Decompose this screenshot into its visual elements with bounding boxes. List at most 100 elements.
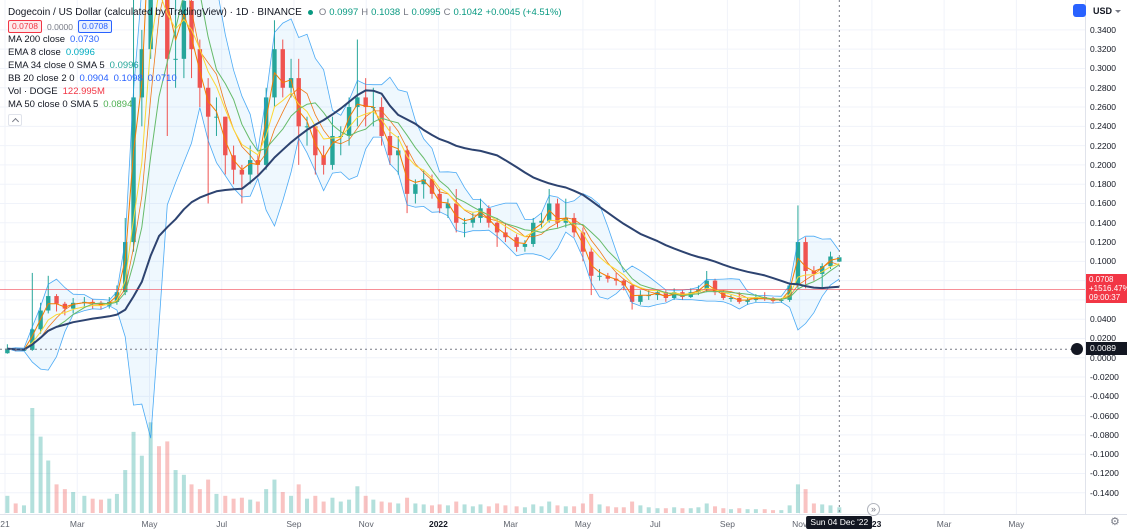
topbar-right: USD	[1072, 4, 1121, 17]
indicator-value: 0.0904	[79, 73, 109, 84]
time-axis-gear-icon[interactable]: ⚙	[1110, 516, 1120, 528]
indicator-row-ema8[interactable]: EMA 8 close 0.0996	[8, 46, 562, 59]
time-axis-label: Nov	[358, 519, 374, 529]
currency-label: USD	[1092, 5, 1112, 16]
indicator-value: 0.0996	[109, 60, 139, 71]
price-axis-label: -0.1000	[1090, 449, 1119, 460]
ohlc-close-label: C	[443, 6, 451, 18]
time-axis-label: May	[574, 519, 591, 529]
time-axis-label: Mar	[503, 519, 518, 529]
ma200-line	[7, 89, 840, 351]
time-axis-label: Sep	[286, 519, 302, 529]
ohlc-values: O 0.0997 H 0.1038 L 0.0995 C 0.1042 +0.0045 …	[319, 7, 562, 18]
indicator-value: 0.1098	[113, 73, 143, 84]
indicator-row-ma200[interactable]: MA 200 close 0.0730	[8, 33, 562, 46]
time-axis-label: Mar	[936, 519, 952, 529]
indicator-name: EMA 8 close	[8, 47, 61, 58]
chevron-up-icon	[11, 117, 19, 126]
indicator-row-volume[interactable]: Vol · DOGE 122.995M	[8, 85, 562, 98]
price-axis-label: 0.3400	[1090, 24, 1116, 35]
time-axis-crosshair-label: Sun 04 Dec '22	[806, 516, 873, 529]
price-chart[interactable]	[0, 0, 1085, 514]
price-axis-price-label[interactable]: 0.0708 +1516.47% 09:00:37	[1086, 274, 1127, 304]
price-axis-label: 0.2800	[1090, 82, 1116, 93]
price-axis-label: -0.0400	[1090, 391, 1119, 402]
grid	[0, 0, 1085, 514]
ohlc-open-label: O	[318, 6, 327, 18]
ema8-line	[7, 0, 840, 351]
price-axis-label: 0.2000	[1090, 159, 1116, 170]
price-label-countdown: 09:00:37	[1089, 293, 1121, 303]
time-axis-label: May	[1008, 519, 1025, 529]
candles	[5, 0, 842, 354]
time-axis[interactable]: Sun 04 Dec '22 21 Mar May Jul Sep Nov 2022 Mar M…	[0, 514, 1127, 532]
ma50-line	[7, 0, 840, 351]
price-axis-label: -0.0200	[1090, 372, 1119, 383]
legend: Dogecoin / US Dollar (calculated by Trad…	[8, 4, 562, 126]
ohlc-change-value: +0.0045 (+4.51%)	[485, 6, 562, 18]
indicator-row-ema34[interactable]: EMA 34 close 0 SMA 5 0.0996	[8, 59, 562, 72]
time-axis-label: 21	[0, 519, 10, 529]
indicator-value: 0.0996	[65, 47, 95, 58]
currency-selector[interactable]: USD	[1093, 6, 1121, 16]
indicator-name: MA 50 close 0 SMA 5	[8, 99, 99, 110]
price-axis-label: 0.1400	[1090, 217, 1116, 228]
indicator-value: 0.0730	[70, 34, 100, 45]
price-axis-label: -0.1200	[1090, 468, 1119, 479]
price-axis-label: 0.2600	[1090, 102, 1116, 113]
ohlc-high-label: H	[361, 6, 369, 18]
time-axis-label: Jul	[649, 519, 661, 529]
price-axis-label: 0.0400	[1090, 314, 1116, 325]
symbol-header-row: Dogecoin / US Dollar (calculated by Trad…	[8, 4, 562, 20]
indicator-name: EMA 34 close 0 SMA 5	[8, 60, 105, 71]
price-axis-label: 0.0200	[1090, 333, 1116, 344]
indicator-name: BB 20 close 2 0	[8, 73, 75, 84]
chevron-down-icon	[1115, 9, 1121, 16]
time-axis-label: Jul	[216, 519, 228, 529]
price-axis-label: 0.2200	[1090, 140, 1116, 151]
ohlc-low-label: L	[403, 6, 409, 18]
time-axis-label: Nov	[792, 519, 808, 529]
ema34-line	[7, 0, 840, 350]
time-axis-label: Sep	[719, 519, 735, 529]
volume-bars	[5, 408, 842, 513]
ohlc-close-value: 0.1042	[453, 6, 483, 18]
price-axis-label: 0.1600	[1090, 198, 1116, 209]
ohlc-open-value: 0.0997	[329, 6, 359, 18]
indicator-value: 0.0894	[103, 99, 133, 110]
price-axis-label: 0.3200	[1090, 44, 1116, 55]
indicator-name: Vol · DOGE	[8, 86, 58, 97]
price-axis-label: 0.2400	[1090, 121, 1116, 132]
indicator-row-ma50[interactable]: MA 50 close 0 SMA 5 0.0894	[8, 98, 562, 111]
price-axis-label: 0.0000	[1090, 352, 1116, 363]
price-box-red[interactable]: 0.0708	[8, 20, 42, 33]
price-axis[interactable]: 0.0708 +1516.47% 09:00:37 0.0089 0.3400 0…	[1085, 0, 1127, 514]
go-to-realtime-button[interactable]: »	[867, 503, 880, 516]
app-icon[interactable]	[1072, 4, 1086, 17]
ohlc-high-value: 0.1038	[371, 6, 401, 18]
indicator-value: 0.0710	[147, 73, 177, 84]
price-box-blue[interactable]: 0.0708	[78, 20, 112, 33]
indicator-value: 122.995M	[62, 86, 105, 97]
time-axis-label: 2022	[428, 519, 448, 529]
price-box-middle: 0.0000	[47, 21, 73, 32]
plot-area	[5, 0, 842, 513]
symbol-title[interactable]: Dogecoin / US Dollar (calculated by Trad…	[8, 6, 302, 18]
price-label-value: 0.0708	[1089, 275, 1114, 285]
bb-upper-line	[7, 0, 840, 349]
legend-collapse-button[interactable]	[8, 114, 22, 126]
price-axis-label: 0.3000	[1090, 63, 1116, 74]
bb-lower-line	[7, 107, 840, 439]
price-scale-circle-button[interactable]	[1071, 343, 1083, 356]
market-status-dot	[307, 9, 313, 15]
price-axis-label: 0.1000	[1090, 256, 1116, 267]
indicator-row-bb[interactable]: BB 20 close 2 0 0.0904 0.1098 0.0710	[8, 72, 562, 85]
indicator-name: MA 200 close	[8, 34, 66, 45]
price-axis-label: -0.0800	[1090, 429, 1119, 440]
time-axis-label: Mar	[69, 519, 85, 529]
time-axis-label: May	[141, 519, 158, 529]
price-axis-label: 0.1200	[1090, 237, 1116, 248]
price-axis-label: -0.1400	[1090, 487, 1119, 498]
price-axis-crosshair-label: 0.0089	[1086, 342, 1127, 356]
